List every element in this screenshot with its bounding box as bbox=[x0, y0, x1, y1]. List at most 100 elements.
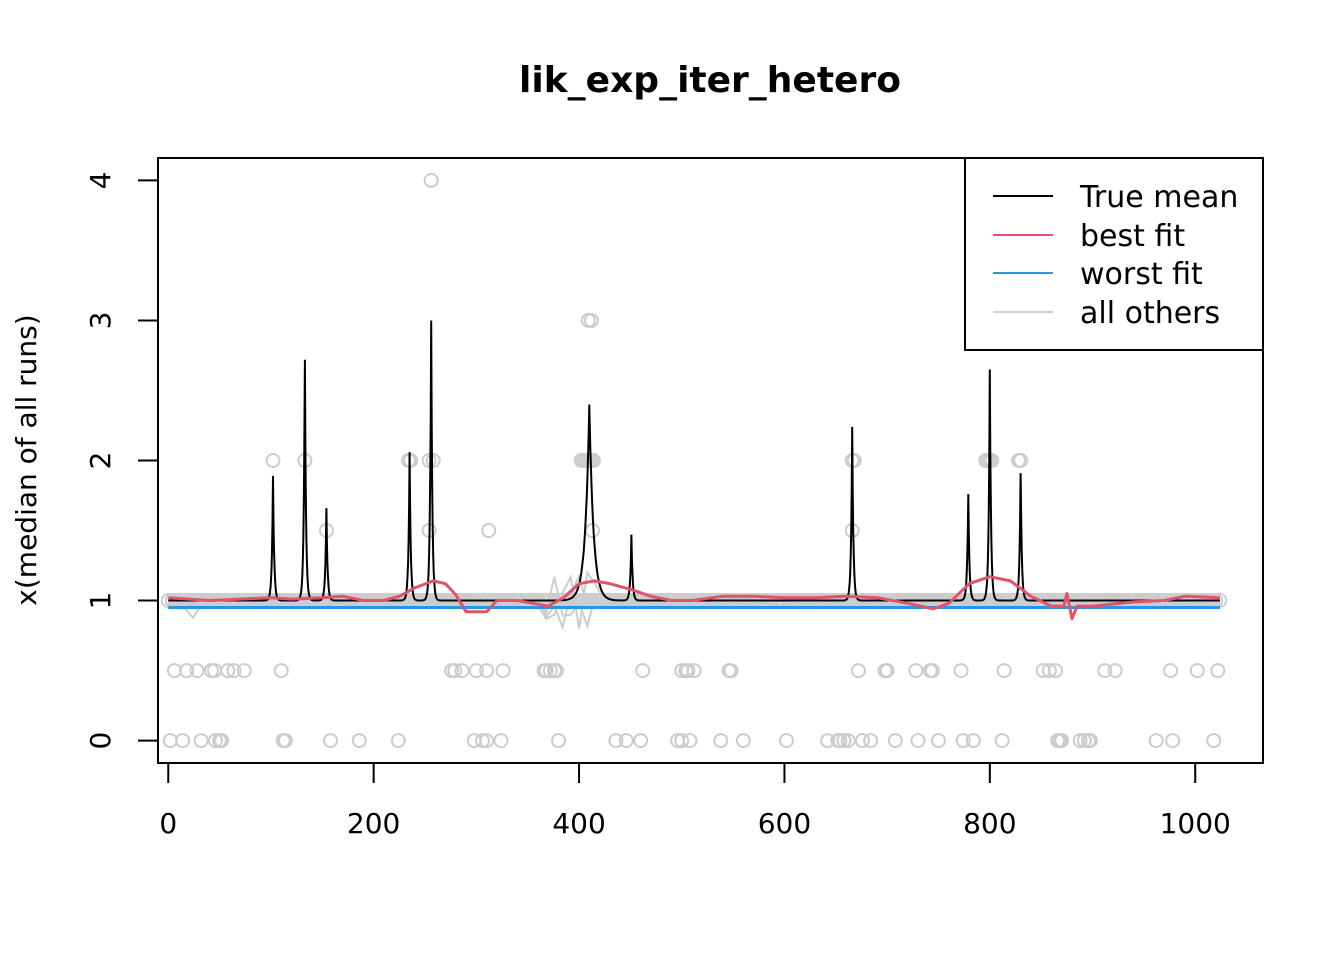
data-point bbox=[468, 663, 484, 679]
data-point bbox=[1054, 733, 1070, 749]
data-point bbox=[1013, 453, 1029, 468]
fit-lines-layer bbox=[168, 575, 1220, 621]
data-point bbox=[179, 663, 195, 679]
x-tick-label: 1000 bbox=[1160, 807, 1231, 840]
data-point bbox=[551, 733, 567, 749]
data-point bbox=[193, 733, 209, 749]
legend-label-worst-fit: worst fit bbox=[1080, 257, 1203, 292]
data-point bbox=[351, 733, 367, 749]
data-point bbox=[390, 733, 406, 749]
data-point bbox=[475, 733, 491, 749]
data-point bbox=[206, 663, 222, 679]
x-tick-label: 400 bbox=[552, 807, 605, 840]
data-point bbox=[479, 733, 495, 749]
data-point bbox=[479, 663, 495, 679]
legend-label-true-mean: True mean bbox=[1079, 180, 1238, 215]
y-tick-label: 0 bbox=[84, 732, 117, 750]
data-point bbox=[955, 733, 971, 749]
y-tick-label: 1 bbox=[84, 592, 117, 610]
data-point bbox=[723, 663, 739, 679]
x-tick-label: 0 bbox=[159, 807, 177, 840]
data-point bbox=[1206, 733, 1222, 749]
true-mean-layer bbox=[168, 320, 1220, 602]
data-point bbox=[1163, 663, 1179, 679]
data-point bbox=[583, 312, 599, 328]
data-point bbox=[846, 453, 862, 468]
data-point bbox=[423, 172, 439, 188]
legend-label-best-fit: best fit bbox=[1080, 219, 1185, 254]
data-point bbox=[996, 663, 1012, 679]
data-point bbox=[686, 663, 702, 679]
data-point bbox=[189, 663, 205, 679]
data-point bbox=[1097, 663, 1113, 679]
data-point bbox=[425, 453, 441, 468]
legend: True mean best fit worst fit all others bbox=[964, 157, 1264, 351]
data-point bbox=[214, 733, 230, 749]
data-point bbox=[778, 733, 794, 749]
data-point bbox=[1072, 733, 1088, 749]
data-point bbox=[682, 733, 698, 749]
data-point bbox=[1048, 663, 1064, 679]
data-point bbox=[226, 663, 242, 679]
data-point bbox=[930, 733, 946, 749]
data-point bbox=[994, 733, 1010, 749]
legend-box bbox=[964, 157, 1264, 351]
data-point bbox=[236, 663, 252, 679]
data-point bbox=[1165, 733, 1181, 749]
data-point bbox=[953, 663, 969, 679]
data-point bbox=[447, 663, 463, 679]
data-point bbox=[713, 733, 729, 749]
data-point bbox=[454, 663, 470, 679]
true-mean-line bbox=[168, 320, 1220, 602]
y-tick-label: 4 bbox=[84, 171, 117, 189]
data-point bbox=[850, 663, 866, 679]
data-point bbox=[674, 733, 690, 749]
data-point bbox=[421, 453, 437, 468]
data-point bbox=[924, 663, 940, 679]
x-axis: 0 200 400 600 800 1000 bbox=[159, 762, 1231, 840]
data-point bbox=[1041, 663, 1057, 679]
data-point bbox=[618, 733, 634, 749]
data-point bbox=[836, 733, 852, 749]
x-tick-label: 200 bbox=[347, 807, 400, 840]
data-point bbox=[273, 663, 289, 679]
data-point bbox=[1148, 733, 1164, 749]
data-point bbox=[580, 312, 596, 328]
data-point bbox=[1082, 733, 1098, 749]
data-point bbox=[863, 733, 879, 749]
data-point bbox=[633, 733, 649, 749]
data-point bbox=[166, 663, 182, 679]
data-point bbox=[965, 733, 981, 749]
chart-title: lik_exp_iter_hetero bbox=[519, 60, 901, 101]
data-point bbox=[608, 733, 624, 749]
best-fit-line bbox=[168, 575, 1220, 621]
data-point bbox=[265, 453, 281, 468]
data-point bbox=[680, 663, 696, 679]
data-point bbox=[175, 733, 191, 749]
data-point bbox=[1210, 663, 1226, 679]
x-tick-label: 600 bbox=[758, 807, 811, 840]
data-point bbox=[840, 733, 856, 749]
data-point bbox=[277, 733, 293, 749]
data-point bbox=[910, 733, 926, 749]
data-point bbox=[1189, 663, 1205, 679]
data-point bbox=[548, 663, 564, 679]
data-point bbox=[481, 523, 497, 539]
data-point bbox=[585, 453, 601, 468]
data-point bbox=[495, 663, 511, 679]
y-axis-label: x(median of all runs) bbox=[10, 314, 43, 605]
data-point bbox=[635, 663, 651, 679]
data-point bbox=[854, 733, 870, 749]
data-point bbox=[220, 663, 236, 679]
data-point bbox=[908, 663, 924, 679]
data-point bbox=[1076, 733, 1092, 749]
data-point bbox=[203, 663, 219, 679]
y-tick-label: 2 bbox=[84, 452, 117, 470]
data-point bbox=[162, 733, 178, 749]
x-tick-label: 800 bbox=[963, 807, 1016, 840]
data-point bbox=[735, 733, 751, 749]
y-tick-label: 3 bbox=[84, 312, 117, 330]
data-point bbox=[542, 663, 558, 679]
legend-label-others: all others bbox=[1080, 296, 1220, 331]
